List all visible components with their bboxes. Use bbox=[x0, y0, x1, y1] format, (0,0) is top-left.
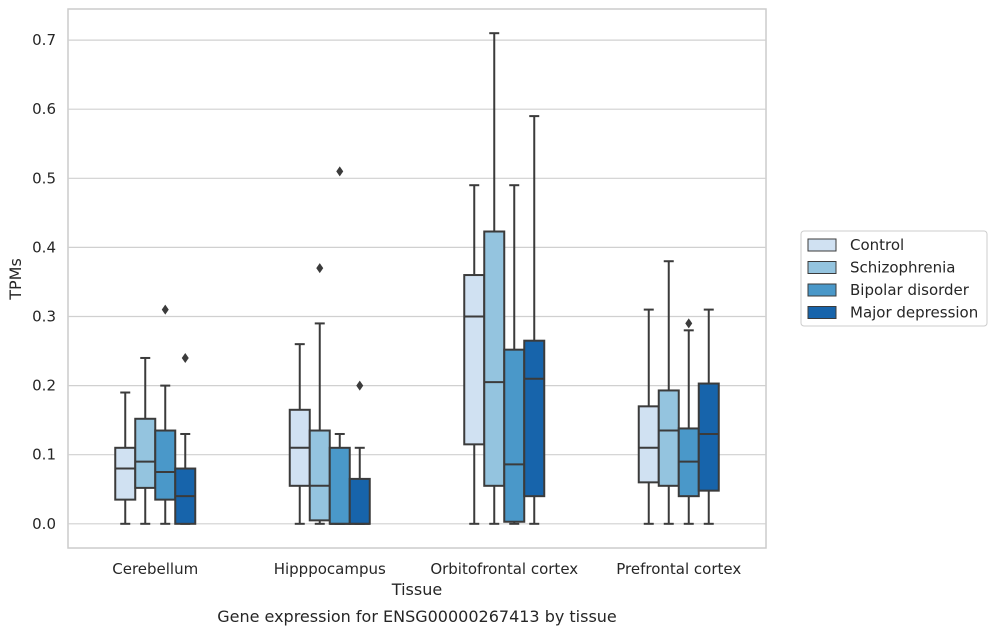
outlier-point bbox=[181, 352, 189, 363]
box bbox=[503, 348, 526, 523]
x-axis-ticks: Cerebellum Hipppocampus Orbitofrontal cort… bbox=[112, 560, 741, 578]
legend-frame bbox=[800, 230, 988, 327]
legend-swatch bbox=[807, 238, 837, 252]
x-tick-label: Cerebellum bbox=[112, 560, 198, 578]
legend-label: Major depression bbox=[850, 304, 978, 322]
legend-label: Bipolar disorder bbox=[850, 281, 970, 299]
y-axis-ticks: 0.0 0.1 0.2 0.3 0.4 0.5 0.6 0.7 bbox=[32, 31, 56, 533]
y-tick-label: 0.4 bbox=[32, 238, 56, 256]
box bbox=[348, 477, 371, 525]
outlier-point bbox=[685, 318, 693, 329]
box-group bbox=[463, 184, 486, 525]
legend-swatch bbox=[807, 283, 837, 297]
legend-swatch bbox=[807, 261, 837, 274]
box bbox=[637, 405, 660, 484]
outlier-point bbox=[161, 304, 169, 315]
box bbox=[308, 429, 331, 522]
box-group bbox=[523, 115, 546, 525]
box bbox=[697, 382, 720, 492]
box-groups bbox=[114, 32, 720, 525]
legend-label: Schizophrenia bbox=[850, 259, 955, 277]
box bbox=[463, 274, 486, 446]
y-tick-label: 0.0 bbox=[32, 515, 56, 533]
box-group bbox=[657, 260, 680, 525]
box-group bbox=[677, 318, 700, 525]
box-group bbox=[348, 380, 371, 525]
y-tick-label: 0.5 bbox=[32, 169, 56, 187]
y-tick-label: 0.7 bbox=[32, 31, 56, 49]
chart-caption: Gene expression for ENSG00000267413 by t… bbox=[217, 607, 617, 626]
box bbox=[657, 389, 680, 487]
box-group bbox=[114, 391, 137, 525]
box bbox=[483, 230, 506, 487]
box-group bbox=[503, 184, 526, 525]
box-group bbox=[328, 166, 351, 525]
x-tick-label: Prefrontal cortex bbox=[616, 560, 741, 578]
box-group bbox=[483, 32, 506, 525]
box bbox=[134, 417, 157, 489]
x-tick-label: Hipppocampus bbox=[274, 560, 386, 578]
outlier-point bbox=[356, 380, 364, 391]
legend-swatch bbox=[807, 306, 837, 319]
y-tick-label: 0.3 bbox=[32, 308, 56, 326]
y-tick-label: 0.1 bbox=[32, 446, 56, 464]
legend-label: Control bbox=[850, 236, 904, 254]
box bbox=[114, 446, 137, 501]
y-axis-title: TPMs bbox=[6, 258, 25, 301]
box bbox=[328, 446, 351, 525]
outlier-point bbox=[316, 263, 324, 274]
box-group bbox=[697, 308, 720, 525]
box bbox=[523, 339, 546, 498]
y-tick-label: 0.6 bbox=[32, 100, 56, 118]
box-group bbox=[174, 352, 197, 525]
box-group bbox=[154, 304, 177, 525]
y-tick-label: 0.2 bbox=[32, 377, 56, 395]
outlier-point bbox=[336, 166, 344, 177]
box-group bbox=[288, 343, 311, 525]
x-tick-label: Orbitofrontal cortex bbox=[430, 560, 578, 578]
box-group bbox=[308, 263, 331, 525]
x-axis-title: Tissue bbox=[391, 580, 442, 599]
box bbox=[154, 429, 177, 501]
legend: Control Schizophrenia Bipolar disorder Majo… bbox=[800, 230, 988, 327]
